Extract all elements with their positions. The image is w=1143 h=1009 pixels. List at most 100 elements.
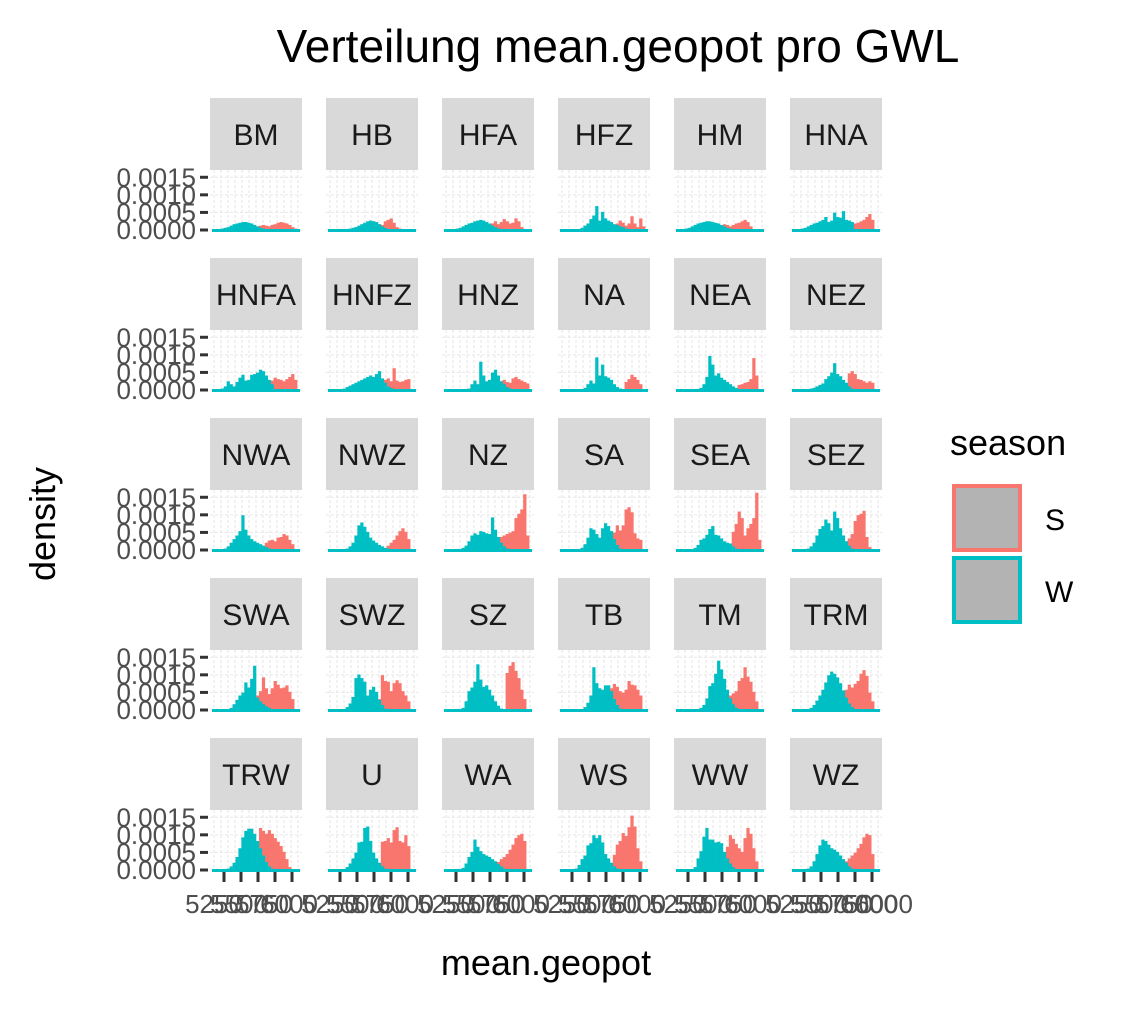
facet-bars	[223, 515, 295, 550]
legend-label-s: S	[1045, 504, 1065, 537]
facet-nez: NEZ	[790, 258, 882, 392]
bar-s	[639, 384, 643, 390]
bar-w	[827, 376, 831, 390]
bar-w	[479, 531, 483, 550]
bar-w	[821, 839, 825, 870]
facet-strip-label: SA	[584, 439, 624, 472]
bar-s	[621, 222, 625, 230]
y-tick-label: 0.0015	[116, 162, 196, 192]
bar-w	[833, 673, 837, 710]
bar-s	[856, 681, 860, 710]
bar-w	[256, 841, 260, 870]
bar-w	[226, 546, 230, 550]
bar-w	[577, 864, 581, 870]
density-baseline	[560, 549, 648, 552]
bar-w	[725, 227, 730, 230]
bar-w	[366, 826, 370, 870]
bar-w	[589, 843, 593, 870]
bar-w	[606, 685, 611, 710]
bar-s	[850, 371, 854, 390]
bar-s	[746, 827, 750, 870]
bar-s	[395, 535, 399, 550]
bar-w	[493, 861, 498, 870]
bar-w	[711, 526, 715, 550]
x-tick-label: 6000	[608, 889, 666, 919]
bar-w	[493, 701, 498, 710]
facet-bars	[580, 667, 643, 710]
bar-w	[360, 678, 364, 710]
bar-s	[407, 539, 411, 550]
bar-s	[514, 518, 518, 550]
bar-s	[389, 691, 393, 710]
bar-w	[833, 212, 837, 230]
bar-s	[737, 681, 741, 710]
bar-w	[247, 535, 251, 550]
bar-w	[374, 222, 379, 230]
bar-w	[354, 535, 358, 550]
bar-s	[404, 379, 408, 390]
bar-s	[392, 683, 396, 710]
bar-w	[485, 381, 489, 390]
facet-strip-label: HNFA	[216, 279, 296, 312]
bar-w	[838, 683, 843, 710]
bar-w	[357, 674, 361, 710]
bar-s	[404, 695, 408, 710]
bar-w	[461, 707, 465, 710]
bar-w	[238, 531, 242, 550]
facet-strip	[790, 578, 882, 650]
bar-w	[836, 518, 840, 550]
facet-strip	[442, 418, 534, 490]
bar-w	[708, 528, 712, 550]
bar-w	[366, 695, 370, 710]
bar-w	[714, 842, 718, 870]
facet-strip	[210, 258, 302, 330]
bar-w	[345, 387, 349, 390]
bar-w	[717, 660, 721, 710]
facet-strip	[326, 98, 418, 170]
density-baseline	[212, 229, 300, 232]
bar-w	[815, 222, 819, 230]
facet-strip-label: NEZ	[806, 279, 866, 312]
bar-w	[250, 678, 254, 710]
bar-s	[279, 846, 283, 870]
bar-s	[865, 216, 869, 230]
density-baseline	[560, 229, 648, 232]
bar-w	[580, 227, 584, 230]
facet-bars	[690, 492, 762, 550]
bar-w	[467, 856, 471, 870]
bar-w	[386, 386, 390, 390]
bar-s	[630, 216, 634, 230]
bar-w	[725, 858, 730, 870]
density-baseline	[560, 389, 648, 392]
bar-s	[630, 374, 634, 390]
bar-s	[282, 381, 286, 390]
bar-s	[868, 214, 872, 230]
bar-s	[728, 835, 733, 870]
bar-w	[708, 355, 712, 390]
y-tick-label: 0.0015	[116, 802, 196, 832]
bar-w	[354, 678, 358, 710]
bar-w	[461, 867, 465, 870]
bar-w	[473, 221, 477, 230]
bar-w	[699, 707, 703, 710]
bar-w	[351, 542, 355, 550]
bar-w	[830, 848, 834, 870]
bar-w	[830, 372, 834, 390]
bar-w	[250, 223, 254, 230]
bar-w	[241, 515, 245, 550]
bar-w	[609, 531, 614, 550]
y-tick-label: 0.0005	[116, 837, 196, 867]
bar-w	[705, 376, 709, 390]
bar-s	[267, 540, 271, 550]
bar-s	[725, 224, 730, 230]
bar-w	[250, 539, 254, 550]
density-baseline	[444, 229, 532, 232]
bar-s	[755, 861, 759, 870]
bar-w	[711, 839, 715, 870]
bar-w	[717, 373, 721, 390]
bar-s	[746, 528, 750, 550]
facet-bars	[458, 833, 527, 870]
